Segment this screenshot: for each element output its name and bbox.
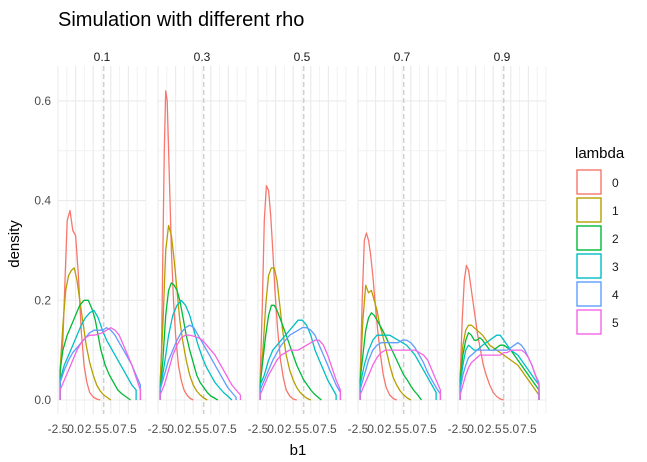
x-tick-label: 5.0: [302, 422, 319, 436]
y-axis: 0.0 0.2 0.4 0.6: [34, 94, 51, 407]
density-line-lambda-5: [459, 349, 540, 400]
density-line-lambda-5: [59, 327, 142, 400]
x-tick-label: 5.0: [202, 422, 219, 436]
facet-strip-label: 0.5: [294, 50, 311, 64]
x-tick-label: 5.0: [502, 422, 519, 436]
x-tick-label: 7.5: [320, 422, 337, 436]
legend-item: 1: [576, 197, 619, 223]
legend-label: 2: [612, 232, 619, 246]
facet-strip-label: 0.9: [494, 50, 511, 64]
legend-label: 5: [612, 316, 619, 330]
legend-label: 1: [612, 204, 619, 218]
density-line-lambda-0: [259, 184, 297, 401]
density-line-lambda-3: [159, 299, 233, 401]
x-tick-label: -2.5: [248, 422, 269, 436]
density-line-lambda-3: [459, 334, 540, 400]
legend-label: 3: [612, 260, 619, 274]
x-axis-title: b1: [290, 442, 307, 459]
x-tick-label: 0.0: [467, 422, 484, 436]
x-tick-label: 0.0: [267, 422, 284, 436]
density-line-lambda-1: [259, 267, 312, 401]
legend-key: [576, 225, 602, 251]
facet-panel: 0.9 -2.50.0 2.5 5.0 7.5: [448, 50, 547, 436]
density-line-lambda-1: [159, 224, 208, 401]
facet-panels: 0.1-2.50.0 2.5 5.0 7.50.3-2.50.0 2.5 5.0 7.50.…: [48, 50, 547, 436]
density-line-lambda-1: [59, 267, 112, 401]
x-tick-label: 2.5: [85, 422, 102, 436]
legend-key: [576, 253, 602, 279]
x-tick-label: 2.5: [485, 422, 502, 436]
x-tick-label: -2.5: [48, 422, 69, 436]
facet-strip-label: 0.1: [94, 50, 111, 64]
density-line-lambda-4: [359, 339, 442, 400]
density-line-lambda-2: [359, 312, 422, 401]
density-line-lambda-3: [59, 309, 137, 400]
y-tick-label: 0.0: [34, 393, 51, 407]
y-tick-label: 0.6: [34, 94, 51, 108]
x-tick-label: -2.5: [448, 422, 469, 436]
density-line-lambda-3: [259, 319, 337, 400]
facet-strip-label: 0.7: [394, 50, 411, 64]
x-tick-label: 2.5: [285, 422, 302, 436]
y-tick-label: 0.2: [34, 293, 51, 307]
density-line-lambda-2: [459, 332, 540, 400]
x-tick-label: 5.0: [402, 422, 419, 436]
x-tick-label: -2.5: [148, 422, 169, 436]
x-tick-label: 7.5: [220, 422, 237, 436]
x-tick-label: 2.5: [185, 422, 202, 436]
x-tick-label: 0.0: [67, 422, 84, 436]
facet-panel: 0.5 -2.50.0 2.5 5.0 7.5: [248, 50, 347, 436]
legend: lambda 0 1 2 3 4 5: [575, 145, 625, 335]
legend-key: [576, 169, 602, 195]
x-tick-label: 0.0: [367, 422, 384, 436]
legend-item: 5: [576, 309, 619, 335]
x-tick-label: 7.5: [120, 422, 137, 436]
x-tick-label: 7.5: [420, 422, 437, 436]
density-line-lambda-1: [359, 284, 412, 401]
density-line-lambda-0: [359, 232, 397, 401]
density-line-lambda-4: [159, 324, 237, 400]
chart-title: Simulation with different rho: [58, 9, 304, 31]
density-line-lambda-3: [359, 334, 437, 400]
legend-item: 4: [576, 281, 619, 307]
x-tick-label: 5.0: [102, 422, 119, 436]
x-tick-label: 0.0: [167, 422, 184, 436]
density-line-lambda-2: [159, 282, 219, 401]
legend-item: 0: [576, 169, 619, 195]
density-line-lambda-5: [259, 339, 342, 400]
y-axis-title: density: [6, 220, 23, 268]
legend-key: [576, 197, 602, 223]
density-line-lambda-5: [159, 334, 242, 400]
y-tick-label: 0.4: [34, 194, 51, 208]
facet-panel: 0.3 -2.50.0 2.5 5.0 7.5: [148, 50, 247, 436]
legend-label: 4: [612, 288, 619, 302]
legend-label: 0: [612, 176, 619, 190]
facet-strip-label: 0.3: [194, 50, 211, 64]
legend-key: [576, 309, 602, 335]
facet-panel: 0.7 -2.50.0 2.5 5.0 7.5: [348, 50, 447, 436]
density-line-lambda-0: [459, 264, 504, 401]
density-line-lambda-2: [59, 299, 131, 401]
legend-key: [576, 281, 602, 307]
facet-panel: 0.1 -2.50.0 2.5 5.0 7.5: [48, 50, 147, 436]
legend-title: lambda: [575, 145, 625, 162]
x-tick-label: 7.5: [520, 422, 537, 436]
legend-item: 2: [576, 225, 619, 251]
density-line-lambda-0: [159, 90, 194, 401]
x-tick-label: 2.5: [385, 422, 402, 436]
legend-item: 3: [576, 253, 619, 279]
density-line-lambda-4: [259, 327, 342, 400]
density-line-lambda-5: [359, 349, 442, 400]
x-tick-label: -2.5: [348, 422, 369, 436]
